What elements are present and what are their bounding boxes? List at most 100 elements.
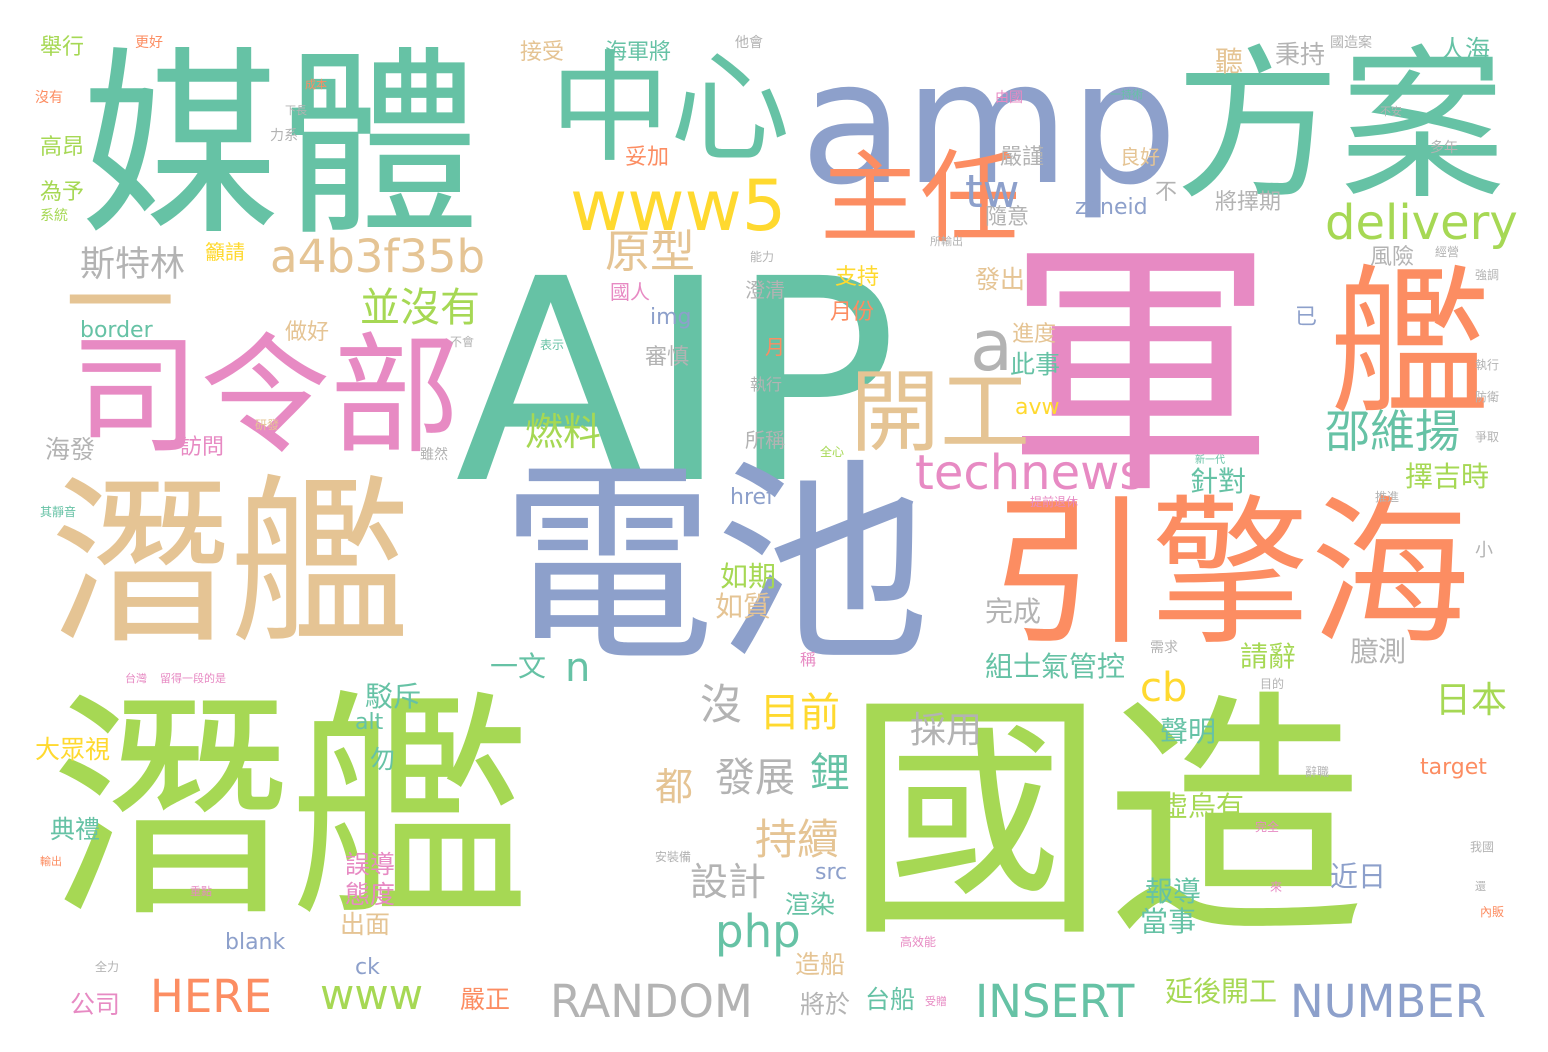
cloud-word: 稱 xyxy=(800,650,816,669)
cloud-word: 出面 xyxy=(340,910,390,939)
cloud-word: 採用 xyxy=(910,710,982,751)
cloud-word: 系統 xyxy=(40,208,68,224)
cloud-word: 全心 xyxy=(820,444,844,459)
cloud-word: www5 xyxy=(570,165,786,247)
cloud-word: 力系 xyxy=(270,128,298,144)
cloud-word: 重點 xyxy=(190,884,212,898)
cloud-word: 聽 xyxy=(1215,45,1243,78)
cloud-word: 良好 xyxy=(1120,145,1160,169)
cloud-word: 組士氣管控 xyxy=(985,650,1125,683)
cloud-word: 完全 xyxy=(1255,819,1279,834)
cloud-word: 聲明 xyxy=(1160,715,1216,748)
cloud-word: 態度 xyxy=(345,880,395,909)
cloud-word: 駁斥 xyxy=(365,680,421,713)
cloud-word: 潛艦 xyxy=(50,460,410,669)
cloud-word: 強調 xyxy=(1475,268,1499,282)
cloud-word: 目的 xyxy=(1260,676,1284,691)
cloud-word: 辭職 xyxy=(1305,765,1329,779)
cloud-word: 臆測 xyxy=(1350,635,1406,668)
cloud-word: 需求 xyxy=(1150,640,1178,656)
cloud-word: 澄清 xyxy=(745,278,785,302)
cloud-word: 將於 xyxy=(800,990,850,1019)
cloud-word: 不 xyxy=(1155,180,1177,205)
cloud-word: 風險 xyxy=(1370,245,1414,270)
cloud-word: 由國 xyxy=(995,90,1023,106)
cloud-word: 開工 xyxy=(850,360,1030,465)
cloud-word: 軍 xyxy=(1005,215,1275,530)
cloud-word: 公司 xyxy=(70,990,120,1019)
cloud-word: 沒有 xyxy=(35,89,63,106)
cloud-word: 海軍將 xyxy=(605,40,671,65)
cloud-word: 安裝備 xyxy=(655,849,691,864)
cloud-word: 我國 xyxy=(1470,840,1494,854)
cloud-word: avw xyxy=(1015,395,1060,420)
cloud-word: 原型 xyxy=(605,225,695,278)
cloud-word: 斯特林 xyxy=(80,245,185,285)
cloud-word: amp xyxy=(800,25,1178,223)
cloud-word: 台灣 xyxy=(125,671,147,685)
cloud-word: 能力 xyxy=(750,250,774,264)
cloud-word: 執行 xyxy=(1475,358,1499,372)
cloud-word: 籲請 xyxy=(205,240,245,264)
cloud-word: 來 xyxy=(1270,880,1282,894)
cloud-word: 沒 xyxy=(700,680,742,729)
cloud-word: 新一代 xyxy=(1195,453,1225,466)
cloud-word: 方案 xyxy=(1175,30,1505,222)
cloud-word: 艦 xyxy=(1330,250,1490,437)
cloud-word: 所輸出 xyxy=(930,234,963,248)
cloud-word: 審慎 xyxy=(645,345,689,370)
cloud-word: 支持 xyxy=(835,265,879,290)
cloud-word: 典禮 xyxy=(50,815,100,844)
cloud-word: 做好 xyxy=(285,320,329,345)
cloud-word: 人海 xyxy=(1440,35,1490,64)
cloud-word: 秉持 xyxy=(1275,40,1325,69)
cloud-word: 國人 xyxy=(610,280,650,304)
cloud-word: 引擎海 xyxy=(990,480,1470,667)
cloud-word: 已 xyxy=(1295,305,1317,330)
cloud-word: 日本 xyxy=(1435,680,1507,721)
cloud-word: 如質 xyxy=(715,590,771,623)
cloud-word: 媒體 xyxy=(80,30,480,263)
cloud-word: 請辭 xyxy=(1240,640,1296,673)
cloud-word: 雖然 xyxy=(420,446,448,463)
cloud-word: 並沒有 xyxy=(360,285,480,331)
cloud-word: 輸出 xyxy=(40,854,62,868)
cloud-word: 目前 xyxy=(760,690,840,736)
cloud-word: 電池 xyxy=(500,440,930,691)
cloud-word: delivery xyxy=(1325,195,1518,251)
cloud-word: 不安 xyxy=(1380,104,1402,118)
cloud-word: 近日 xyxy=(1330,860,1386,893)
cloud-word: 邵維揚 xyxy=(1325,405,1460,458)
cloud-word: 月份 xyxy=(830,300,874,325)
cloud-word: 勿 xyxy=(370,745,395,774)
cloud-word: 虛烏有 xyxy=(1160,790,1244,823)
cloud-word: 嚴謹 xyxy=(1000,145,1044,170)
cloud-word: INSERT xyxy=(975,975,1135,1028)
cloud-word: 其靜音 xyxy=(40,504,76,519)
cloud-word: blank xyxy=(225,930,286,955)
cloud-word: technews xyxy=(915,445,1144,501)
cloud-word: zoneid xyxy=(1075,195,1148,220)
cloud-word: 多年 xyxy=(1430,139,1458,156)
cloud-word: 造船 xyxy=(795,950,845,979)
cloud-word: 隨意 xyxy=(985,205,1029,230)
cloud-word: 妥加 xyxy=(625,145,669,170)
cloud-word: HERE xyxy=(150,970,272,1023)
cloud-word: 成本 xyxy=(305,77,327,91)
cloud-word: www xyxy=(320,970,423,1019)
cloud-word: 將擇期 xyxy=(1215,190,1281,215)
cloud-word: 進度 xyxy=(1012,322,1056,347)
cloud-word: 一文 xyxy=(490,650,546,683)
cloud-word: 當事 xyxy=(1140,905,1196,938)
cloud-word: 持續 xyxy=(755,815,839,864)
cloud-word: 擇吉時 xyxy=(1405,460,1489,493)
cloud-word: 嚴正 xyxy=(460,985,510,1014)
cloud-word: 內販 xyxy=(1480,905,1504,919)
cloud-word: 不會 xyxy=(450,335,474,349)
cloud-word: 訪問 xyxy=(180,435,224,460)
cloud-word: ck xyxy=(355,955,380,980)
cloud-word: 表示 xyxy=(540,338,564,352)
cloud-word: 延後開工 xyxy=(1165,975,1277,1008)
